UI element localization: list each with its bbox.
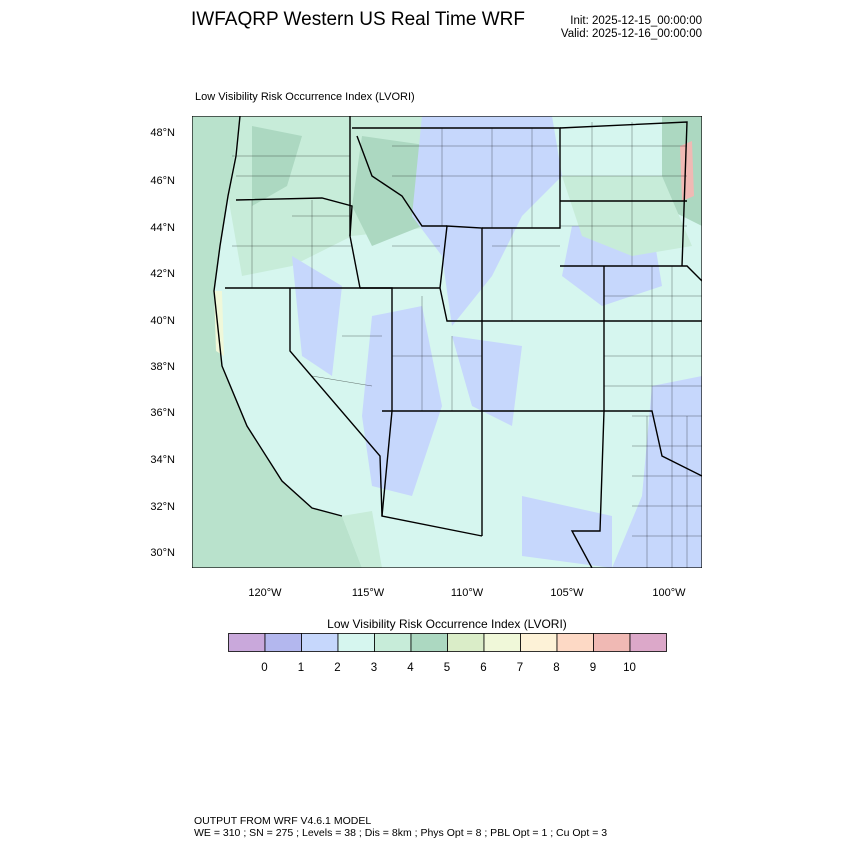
baja-land [342, 511, 382, 568]
colorbar-level-label: 2 [334, 662, 341, 674]
footer-model: OUTPUT FROM WRF V4.6.1 MODEL [194, 815, 372, 827]
colorbar-box [593, 633, 631, 652]
ocean [192, 116, 362, 568]
lat-tick-label: 34°N [150, 454, 175, 466]
colorbar-box [337, 633, 375, 652]
mountain-terrain [252, 116, 702, 246]
coastal-high-index [214, 291, 224, 356]
colorbar-level-label: 0 [261, 662, 268, 674]
colorbar-box [264, 633, 302, 652]
east-terrain [562, 176, 692, 256]
footer-config: WE = 310 ; SN = 275 ; Levels = 38 ; Dis … [194, 827, 608, 839]
colorbar-box [556, 633, 594, 652]
lat-tick-label: 38°N [150, 361, 175, 373]
lat-tick-label: 32°N [150, 501, 175, 513]
high-index-area [680, 141, 694, 201]
lon-tick-label: 110°W [450, 587, 484, 599]
colorbar-box [228, 633, 266, 652]
colorbar-level-label: 1 [297, 662, 305, 674]
lon-tick-label: 105°W [550, 587, 584, 599]
map-panel [192, 116, 702, 568]
lat-tick-label: 44°N [150, 222, 175, 234]
colorbar-box [374, 633, 412, 652]
lat-tick-label: 36°N [150, 407, 175, 419]
colorbar-level-label: 6 [480, 662, 487, 674]
colorbar-level-label: 10 [623, 662, 636, 674]
map-subtitle: Low Visibility Risk Occurrence Index (LV… [195, 91, 415, 103]
colorbar-box [520, 633, 558, 652]
init-time: Init: 2025-12-15_00:00:00 [570, 15, 702, 27]
lon-tick-label: 100°W [652, 587, 686, 599]
colorbar-level-label: 7 [516, 662, 524, 674]
colorbar-box [447, 633, 485, 652]
lon-tick-label: 120°W [248, 587, 282, 599]
lat-tick-label: 42°N [150, 268, 175, 280]
colorbar-box [301, 633, 339, 652]
colorbar-level-label: 8 [553, 662, 560, 674]
colorbar-level-label: 9 [589, 662, 597, 674]
lon-tick-label: 115°W [351, 587, 385, 599]
lat-tick-label: 48°N [150, 127, 175, 139]
colorbar-level-label: 5 [443, 662, 451, 674]
colorbar-level-label: 4 [407, 662, 414, 674]
colorbar-level-label: 3 [370, 662, 378, 674]
colorbar-box [629, 633, 667, 652]
county-boundaries [232, 122, 702, 568]
colorbar-box [410, 633, 448, 652]
lat-tick-label: 30°N [150, 547, 175, 559]
lat-tick-label: 46°N [150, 175, 175, 187]
colorbar-title: Low Visibility Risk Occurrence Index (LV… [327, 617, 567, 631]
colorbar-box [483, 633, 521, 652]
colorbar [228, 633, 667, 652]
valid-time: Valid: 2025-12-16_00:00:00 [560, 28, 702, 40]
figure-title: IWFAQRP Western US Real Time WRF [191, 9, 525, 30]
lat-tick-label: 40°N [150, 315, 175, 327]
